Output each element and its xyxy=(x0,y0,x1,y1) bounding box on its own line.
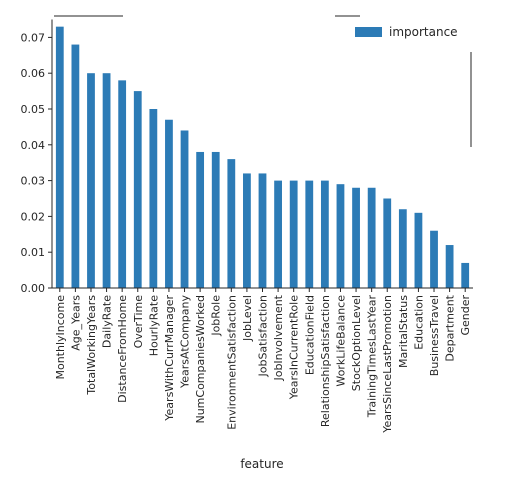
bar-OverTime xyxy=(133,91,142,288)
x-tick-label: EducationField xyxy=(303,295,316,375)
bar-JobRole xyxy=(211,151,220,288)
x-tick-label: YearsInCurrentRole xyxy=(288,295,301,400)
bar-RelationshipSatisfaction xyxy=(320,180,329,288)
y-axis: 0.00 0.01 0.02 0.03 0.04 0.05 0.06 0.07 xyxy=(21,19,53,295)
bar-Age_Years xyxy=(71,44,80,289)
y-tick-label: 0.04 xyxy=(21,139,46,152)
bar-MaritalStatus xyxy=(398,209,407,288)
y-tick-label: 0.02 xyxy=(21,210,46,223)
bar-TotalWorkingYears xyxy=(87,73,95,288)
bar-YearsAtCompany xyxy=(180,130,189,288)
x-tick-label: JobSatisfaction xyxy=(257,295,270,378)
bar-TrainingTimesLastYear xyxy=(367,187,376,288)
bar-NumCompaniesWorked xyxy=(196,151,205,288)
y-tick-label: 0.05 xyxy=(21,103,46,116)
legend-label: importance xyxy=(389,25,458,39)
x-tick-label: RelationshipSatisfaction xyxy=(319,295,332,427)
bar-WorkLifeBalance xyxy=(336,184,345,288)
bar-YearsWithCurrManager xyxy=(165,119,173,289)
bar-EnvironmentSatisfaction xyxy=(227,159,236,288)
bar-DailyRate xyxy=(102,73,111,288)
x-tick-label: Education xyxy=(412,295,425,350)
y-tick-label: 0.00 xyxy=(21,282,46,295)
bar-Department xyxy=(445,245,454,288)
x-tick-label: JobInvolvement xyxy=(272,294,285,381)
x-tick-label: StockOptionLevel xyxy=(350,295,363,391)
x-tick-label: OverTime xyxy=(132,295,145,349)
x-tick-label: NumCompaniesWorked xyxy=(194,295,207,424)
legend: importance xyxy=(355,25,458,39)
bar-StockOptionLevel xyxy=(352,187,360,288)
bar-JobSatisfaction xyxy=(258,173,267,288)
x-tick-label: EnvironmentSatisfaction xyxy=(225,295,238,430)
bar-BusinessTravel xyxy=(430,230,438,288)
y-tick-label: 0.01 xyxy=(21,246,46,259)
x-tick-label: BusinessTravel xyxy=(428,295,441,376)
chart-frame xyxy=(54,15,472,147)
legend-swatch xyxy=(355,27,382,37)
x-tick-label: MonthlyIncome xyxy=(54,295,67,380)
bar-JobInvolvement xyxy=(274,180,282,288)
bar-Gender xyxy=(461,262,470,288)
x-tick-label: MaritalStatus xyxy=(397,295,410,368)
x-tick-label: DistanceFromHome xyxy=(116,295,129,403)
x-tick-label: Gender xyxy=(459,295,472,336)
x-tick-label: JobRole xyxy=(210,295,223,337)
x-tick-label: YearsWithCurrManager xyxy=(163,295,176,422)
bar-DistanceFromHome xyxy=(118,80,127,288)
bar-HourlyRate xyxy=(149,109,158,288)
x-tick-label: TrainingTimesLastYear xyxy=(366,295,379,419)
x-tick-label: JobLevel xyxy=(241,295,254,342)
bar-JobLevel xyxy=(243,173,251,288)
y-tick-label: 0.06 xyxy=(21,67,46,80)
x-tick-label: Age_Years xyxy=(69,295,82,351)
x-tick-label: WorkLifeBalance xyxy=(334,295,347,387)
x-tick-label: HourlyRate xyxy=(147,295,160,357)
bar-Education xyxy=(414,212,423,288)
x-tick-label: Department xyxy=(444,294,457,361)
bar-MonthlyIncome xyxy=(55,26,64,288)
x-tick-label: TotalWorkingYears xyxy=(85,295,98,396)
x-tick-label: YearsAtCompany xyxy=(179,295,192,389)
x-tick-label: YearsSinceLastPromotion xyxy=(381,295,394,434)
bars-group xyxy=(55,26,470,289)
x-axis-label: feature xyxy=(240,457,283,471)
bar-YearsSinceLastPromotion xyxy=(383,198,392,288)
y-tick-label: 0.07 xyxy=(21,31,46,44)
bar-YearsInCurrentRole xyxy=(289,180,298,288)
x-tick-label: DailyRate xyxy=(101,295,114,348)
bar-EducationField xyxy=(305,180,314,288)
x-axis: MonthlyIncome Age_Years TotalWorkingYears D… xyxy=(52,287,473,434)
y-tick-label: 0.03 xyxy=(21,175,46,188)
